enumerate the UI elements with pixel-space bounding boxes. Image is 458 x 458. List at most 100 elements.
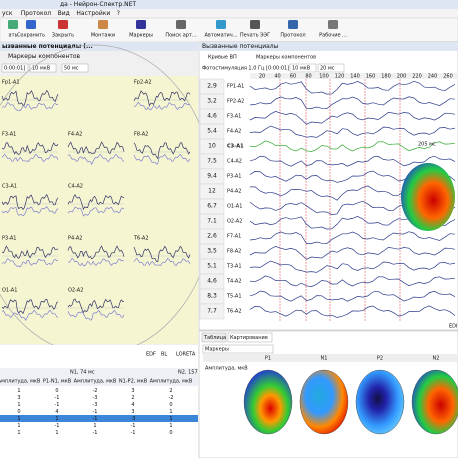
tool-icon[interactable] — [328, 20, 338, 29]
control[interactable] — [61, 63, 89, 73]
channel-label: P4-A2 — [227, 189, 242, 195]
control-label[interactable]: 20 мс — [320, 66, 335, 72]
tool-icon[interactable] — [26, 20, 36, 29]
waveform — [1, 258, 59, 268]
channel-label: Fp1-A1 — [2, 80, 20, 86]
waveform — [133, 101, 191, 111]
table-cell: -2 — [169, 395, 174, 401]
corner-label: EDI — [449, 324, 457, 330]
tool-icon[interactable] — [216, 20, 226, 29]
topo-map — [401, 163, 455, 231]
control-label[interactable]: 0:00:01] — [4, 66, 25, 72]
table-cell: 0 — [169, 430, 172, 436]
table-cell: -3 — [131, 416, 136, 422]
tool-label[interactable]: Монтажи — [91, 33, 115, 39]
markers-tab[interactable]: Маркеры компонентов — [8, 53, 81, 60]
table-cell: -1 — [93, 409, 98, 415]
time-tick: 180 — [381, 74, 391, 80]
channel-label: T3-A1 — [226, 264, 242, 270]
time-tick: 200 — [397, 74, 407, 80]
markers-select[interactable] — [202, 344, 274, 354]
tool-icon[interactable] — [8, 20, 18, 29]
channel-value: 7,7 — [207, 308, 217, 315]
tool-icon[interactable] — [98, 20, 108, 29]
channel-label: P4-A2 — [68, 236, 83, 242]
tab-label[interactable]: Таблица — [203, 335, 226, 341]
tool-label[interactable]: Печать ЭЭГ — [240, 33, 270, 39]
control[interactable] — [289, 63, 317, 73]
channel-value: 8,3 — [207, 293, 217, 300]
table-cell: 1 — [17, 416, 20, 422]
column-header: N1 — [321, 356, 328, 362]
table-cell: 3 — [131, 409, 134, 415]
tool-label[interactable]: Сохранить — [17, 33, 45, 39]
window-title: да - Нейрон-Спектр.NET — [60, 1, 136, 8]
control-label[interactable]: 50 мс — [64, 66, 79, 72]
menu-item[interactable]: уск — [2, 10, 13, 17]
tool-icon[interactable] — [58, 20, 68, 29]
tool-label[interactable]: Закрыть — [52, 33, 74, 39]
column-header: N2 — [433, 356, 440, 362]
column-header: Амплитуда, мкВ — [0, 379, 41, 385]
menu-item[interactable]: ? — [117, 10, 120, 17]
time-tick: 260 — [443, 74, 453, 80]
menu-item[interactable]: Вид — [58, 10, 70, 17]
markers-select-label[interactable]: Маркеры — [205, 347, 229, 353]
channel-label: C4-A2 — [227, 159, 242, 165]
group-header: N1, 74 мс — [70, 370, 95, 376]
waveform — [249, 305, 456, 318]
waveform — [133, 245, 191, 263]
tool-icon[interactable] — [250, 20, 260, 29]
waveform — [1, 206, 59, 217]
channel-value: 10 — [208, 143, 216, 150]
footer-tab[interactable]: EDF — [146, 352, 156, 358]
waveform — [249, 260, 456, 273]
waveform — [67, 206, 125, 217]
tab[interactable]: Кривые ВП — [208, 55, 237, 61]
table-cell: -1 — [131, 423, 136, 429]
waveform — [1, 142, 59, 156]
time-tick: 40 — [274, 74, 280, 80]
table-cell: 3 — [131, 388, 134, 394]
tab[interactable] — [201, 332, 227, 343]
control[interactable] — [1, 63, 29, 73]
waveform — [1, 298, 59, 315]
title-bar — [0, 0, 458, 9]
table-cell: 1 — [17, 430, 20, 436]
tool-label[interactable]: ать — [9, 33, 18, 39]
control[interactable] — [29, 63, 57, 73]
table-cell: 0 — [55, 388, 58, 394]
footer-tab[interactable]: BL — [161, 352, 167, 358]
menu-item[interactable]: Протокол — [21, 10, 51, 17]
table-cell: 1 — [169, 409, 172, 415]
tool-label[interactable]: Автоматич... — [204, 33, 237, 39]
tool-icon[interactable] — [136, 20, 146, 29]
head-map — [299, 369, 349, 435]
waveform — [67, 153, 125, 165]
table-cell: 1 — [55, 430, 58, 436]
tab-label[interactable]: Картирование — [230, 335, 268, 341]
waveform — [133, 142, 191, 160]
menu-item[interactable]: Настройки — [76, 10, 110, 17]
tool-icon[interactable] — [176, 20, 186, 29]
tool-label[interactable]: Протокол — [280, 33, 305, 39]
channel-label: O2-A2 — [68, 288, 83, 294]
tab[interactable] — [227, 332, 273, 343]
waveform — [133, 90, 191, 107]
tab[interactable]: Маркеры компонентов — [256, 55, 316, 61]
tool-icon[interactable] — [288, 20, 298, 29]
channel-value: 9,4 — [207, 173, 217, 180]
channel-label: F4-A2 — [227, 129, 241, 135]
channel-label: Fp2-A2 — [134, 80, 152, 86]
control[interactable] — [317, 63, 345, 73]
tool-label[interactable]: Рабочие ... — [319, 33, 347, 39]
footer-tab[interactable]: LORETA — [176, 352, 196, 358]
tool-label[interactable]: Поиск арт... — [165, 33, 197, 39]
time-tick: 220 — [412, 74, 422, 80]
ep-area — [0, 76, 198, 344]
control-label[interactable]: 10 мкВ — [32, 66, 51, 72]
control-label[interactable]: 10 мкВ — [292, 66, 311, 72]
tool-label[interactable]: Маркеры — [129, 33, 153, 39]
value-cell — [199, 303, 225, 320]
waveform — [67, 298, 124, 314]
